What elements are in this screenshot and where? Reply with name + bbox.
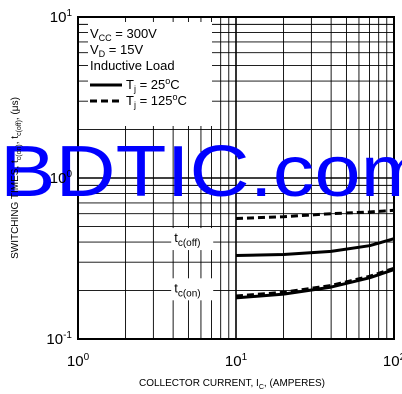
legend-condition-main: V: [90, 42, 99, 57]
series-line-c(on)-125: [235, 266, 395, 298]
annotation-backdrop: [171, 228, 214, 251]
x-axis-label: COLLECTOR CURRENT, IC, (AMPERES): [139, 378, 325, 391]
legend-condition-value: = 300V: [112, 26, 158, 41]
x-tick-label: 101: [225, 352, 248, 370]
plot-frame: [77, 16, 395, 340]
legend-condition-sub: CC: [99, 33, 112, 43]
y-tick-exponent: -1: [63, 330, 72, 341]
legend-condition-main: V: [90, 26, 99, 41]
legend-entry-label: Tj = 125oC: [126, 92, 187, 110]
tick-labels: 10010110210110010-1: [46, 8, 402, 370]
series-line-c(off)-25: [235, 237, 395, 257]
annotation-c(on): tc(on): [174, 280, 200, 299]
annotation-subscript: c(off): [178, 238, 201, 249]
series-group: [235, 208, 395, 300]
legend-condition: Inductive Load: [90, 58, 175, 73]
legend-entry-main: T: [126, 77, 134, 92]
legend-entry-main: T: [126, 93, 134, 108]
y-tick-base: 10: [46, 331, 63, 348]
legend-entry-sub: j: [133, 84, 136, 94]
watermark-text: BDTIC.com: [0, 132, 402, 212]
y-tick-label: 10-1: [46, 330, 72, 348]
x-tick-exponent: 2: [400, 352, 402, 363]
annotation-subscript: c(on): [178, 288, 201, 299]
annotation-c(off): tc(off): [174, 230, 200, 249]
x-tick-exponent: 1: [242, 352, 248, 363]
legend-condition-main: Inductive Load: [90, 58, 175, 73]
legend-condition: VD = 15V: [90, 42, 143, 59]
legend-entry-value: = 125: [136, 93, 173, 108]
annotation-main: t: [174, 280, 178, 295]
y-tick-exponent: 1: [66, 8, 72, 19]
legend-box: [88, 22, 212, 126]
legend-entry-degree: o: [165, 76, 170, 86]
x-tick-label: 100: [67, 352, 90, 370]
x-tick-base: 10: [67, 353, 84, 370]
y-tick-base: 10: [50, 9, 67, 26]
x-tick-exponent: 0: [84, 352, 90, 363]
legend-entry-unit: C: [170, 77, 179, 92]
annotation-backdrop: [171, 278, 214, 301]
legend-entry-degree: o: [172, 92, 177, 102]
y-axis-label: SWITCHING TIMES, tc(on), tc(off), (μs): [10, 97, 23, 259]
legend-condition: VCC = 300V: [90, 26, 157, 43]
annotations: tc(off)tc(on): [171, 228, 214, 301]
legend-condition-sub: D: [99, 49, 106, 59]
legend-entry-label: Tj = 25oC: [126, 76, 180, 94]
annotation-main: t: [174, 230, 178, 245]
y-tick-exponent: 0: [66, 169, 72, 180]
y-tick-label: 101: [50, 8, 73, 26]
x-tick-label: 102: [383, 352, 402, 370]
watermark: BDTIC.com: [0, 132, 402, 212]
y-tick-label: 100: [50, 169, 73, 187]
x-tick-base: 10: [225, 353, 242, 370]
legend-condition-value: = 15V: [105, 42, 143, 57]
y-tick-base: 10: [50, 170, 67, 187]
legend-entry-sub: j: [133, 100, 136, 110]
legend-entry-unit: C: [177, 93, 186, 108]
legend-entry-value: = 25: [136, 77, 165, 92]
x-tick-base: 10: [383, 353, 400, 370]
